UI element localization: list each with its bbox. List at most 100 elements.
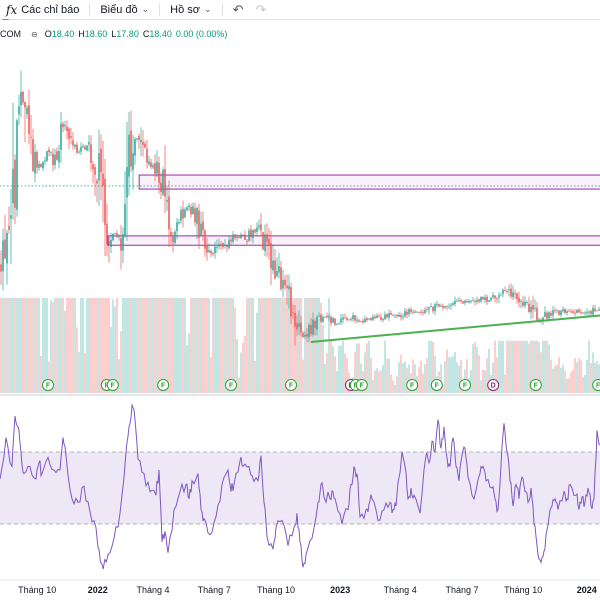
candle-body [162,169,164,195]
volume-bar [564,370,566,393]
earnings-marker[interactable]: F [406,379,419,391]
candle-body [358,320,360,323]
earnings-marker[interactable]: F [592,379,600,391]
volume-bar [538,341,540,393]
eye-icon[interactable]: ⊖ [31,29,38,39]
candle-body [30,137,32,138]
candle-body [328,316,330,318]
candle-body [228,240,230,249]
volume-bar [474,342,476,393]
volume-bar [80,298,82,393]
trendline[interactable] [310,314,600,343]
earnings-marker[interactable]: F [42,379,54,391]
volume-bar [444,360,446,393]
candle-body [354,315,356,321]
rsi-pane[interactable] [0,403,600,570]
candle-body [42,161,44,169]
volume-bar [550,359,552,393]
candle-body [372,316,374,320]
volume-bar [26,298,28,393]
candle-body [466,301,468,303]
volume-bar [570,372,572,393]
candle-body [142,141,144,145]
high-value: 18.60 [84,29,108,39]
volume-bar [406,367,408,393]
candle-body [412,311,414,313]
candle-body [200,223,202,236]
candle-body [574,312,576,314]
change-value: 0.00 (0.00%) [175,29,228,39]
candle-body [290,287,292,317]
candle-body [280,267,282,290]
volume-bar [302,359,304,393]
marker-letter: F [596,383,600,390]
volume-bar [304,298,306,393]
volume-bar [228,298,230,393]
chart-menu-button[interactable]: Biểu đồ ⌄ [94,0,155,19]
redo-button[interactable]: ↷ [249,0,272,19]
volume-bar [548,344,550,393]
chevron-down-icon: ⌄ [204,4,212,14]
dividend-marker[interactable]: D [487,379,500,391]
volume-bar [70,298,72,393]
candle-body [158,162,160,184]
time-axis[interactable]: Tháng 10 2022 Tháng 4 Tháng 7 Tháng 10 2023 Th… [18,585,597,595]
volume-bar [488,348,490,393]
event-markers[interactable]: FFFFFFDFFFFFDFF [42,379,600,391]
candle-body [284,280,286,286]
candle-body [548,312,550,319]
candle-body [398,314,400,317]
candle-body [342,317,344,320]
candle-body [396,314,398,317]
volume-bar [284,298,286,393]
volume-bar [492,362,494,393]
earnings-marker[interactable]: F [355,379,368,391]
volume-bar [296,298,298,393]
volume-bar [484,370,486,393]
profile-menu-button[interactable]: Hồ sơ ⌄ [164,0,217,19]
volume-bar [224,298,226,393]
candle-body [462,301,464,304]
volume-bar [434,355,436,393]
time-axis-label: Tháng 10 [18,585,56,595]
candle-body [480,296,482,302]
earnings-marker[interactable]: F [529,379,542,391]
earnings-marker[interactable]: F [225,379,237,391]
candle-body [236,237,238,238]
volume-bar [186,345,188,393]
candle-body [240,234,242,239]
earnings-marker[interactable]: F [106,379,119,391]
indicators-button[interactable]: f̲x Các chỉ báo [0,0,85,19]
candle-body [300,322,302,333]
candle-body [572,311,574,314]
volume-bar [232,298,234,393]
earnings-marker[interactable]: F [157,379,170,391]
earnings-marker[interactable]: F [459,379,471,391]
volume-bar [576,362,578,393]
volume-bar [450,356,452,393]
indicators-label: Các chỉ báo [21,3,80,16]
candle-body [484,297,486,300]
resistance-zones[interactable] [107,174,600,246]
candle-body [66,126,68,132]
volume-bar [354,351,356,393]
candle-body [0,264,2,272]
volume-bar [526,340,528,393]
candle-body [48,149,50,153]
candle-body [20,92,22,106]
volume-bar [204,298,206,393]
undo-button[interactable]: ↶ [227,0,250,19]
earnings-marker[interactable]: F [430,379,443,391]
volume-bar [38,298,40,393]
earnings-marker[interactable]: F [285,379,297,391]
volume-bar [544,340,546,393]
volume-bar [312,298,314,393]
volume-bar [10,298,12,393]
symbol-name[interactable]: COM [0,29,21,39]
volume-bar [552,368,554,393]
volume-bar [168,298,170,393]
volume-bar [60,298,62,393]
candle-body [272,260,274,271]
volume-bar [290,298,292,393]
